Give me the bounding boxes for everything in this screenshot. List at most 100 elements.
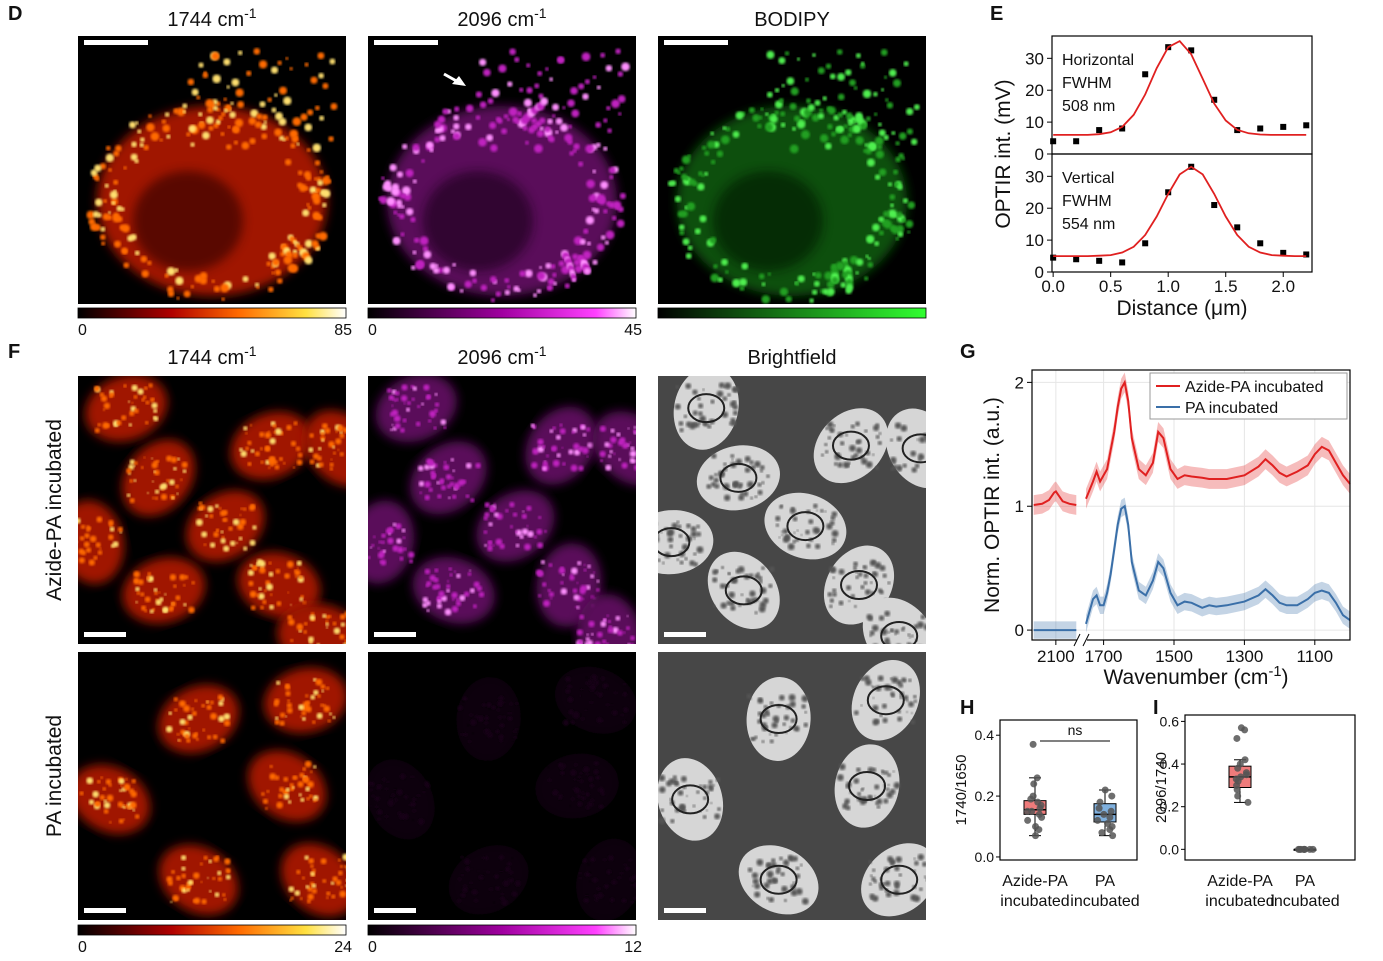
speckle [429,574,436,582]
nucleus-outline [866,685,905,716]
speckle [457,479,465,486]
nucleus-outline [880,620,919,644]
data-point [1109,832,1117,840]
vesicle [186,132,191,137]
vesicle [300,113,308,121]
speckle [103,402,111,410]
vesicle [913,104,920,111]
speckle [248,580,254,587]
vesicle [606,105,611,111]
speckle [212,734,218,740]
vesicle [876,144,883,150]
speckle [507,861,512,867]
speckle [849,444,856,452]
speckle [264,445,270,451]
speckle [826,421,834,428]
speckle [149,609,154,614]
speckle [715,777,721,782]
vesicle [196,95,201,100]
vesicle [883,134,889,141]
vesicle [94,164,102,172]
speckle [127,400,131,403]
vesicle [86,210,95,220]
vesicle [608,166,616,174]
speckle [323,705,331,713]
speckle [790,889,798,897]
speckle [325,686,330,691]
speckle [570,464,578,472]
speckle [698,403,704,409]
nucleus-outline [848,771,887,801]
speckle [184,575,189,580]
speckle [881,769,885,773]
speckle [868,616,873,622]
speckle [393,415,401,423]
vesicle [564,283,570,289]
speckle [422,790,426,794]
speckle [162,608,168,613]
speckle [782,859,790,866]
speckle [355,554,361,560]
speckle [376,809,383,816]
speckle [308,447,314,453]
speckle [896,436,902,442]
speckle [483,530,488,534]
speckle [883,882,887,886]
speckle [99,547,102,550]
vesicle [137,129,142,134]
vesicle [897,184,903,191]
speckle [723,494,731,501]
vesicle [539,265,543,270]
vesicle [212,74,221,84]
vesicle [685,252,692,260]
vesicle [234,118,244,128]
vesicle [503,114,509,119]
vesicle [600,235,606,240]
speckle [766,474,770,478]
speckle [103,801,111,809]
vesicle [855,136,864,145]
speckle [837,462,843,468]
speckle [262,599,267,605]
speckle [405,407,411,412]
speckle [337,858,341,862]
speckle [583,568,587,572]
speckle [456,898,462,904]
vesicle [779,287,789,296]
vesicle [123,262,130,269]
error-band [1086,497,1350,633]
vesicle [827,106,836,115]
scale-bar [84,40,148,45]
speckle [639,436,641,438]
speckle [759,465,765,470]
speckle [339,864,343,869]
vesicle [268,286,274,293]
speckle [346,866,351,871]
cell [277,603,346,644]
vesicle [88,218,96,226]
speckle [70,541,74,545]
colorbar-max: 12 [624,939,642,956]
speckle [382,549,387,553]
speckle [761,481,765,485]
vesicle [483,68,491,77]
speckle [274,716,279,720]
vesicle [220,112,226,117]
vesicle [725,270,729,274]
speckle [749,460,754,465]
data-point [1033,774,1041,782]
vesicle [552,114,556,118]
speckle [509,525,513,529]
speckle [305,884,310,889]
speckle [634,875,636,880]
speckle [610,436,617,444]
speckle [885,891,892,898]
speckle [655,522,658,525]
speckle [469,880,473,885]
speckle [824,450,829,454]
speckle [71,517,75,521]
speckle [648,562,654,568]
speckle [392,545,399,552]
speckle [772,715,780,723]
speckle [923,623,926,631]
